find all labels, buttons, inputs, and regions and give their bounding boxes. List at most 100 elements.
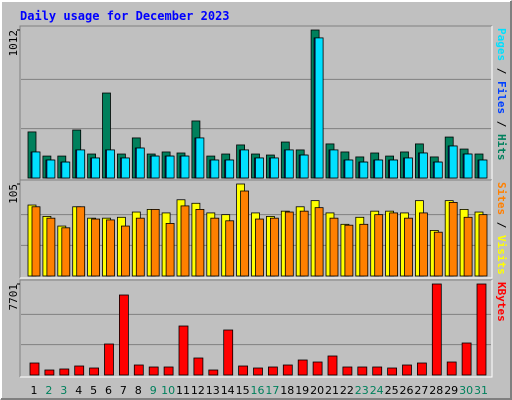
bar [404,217,413,277]
legend: Pages / Files / Hits [495,28,508,161]
x-tick-label: 27 [414,384,428,397]
x-tick-label: 26 [400,384,414,397]
bar [180,155,190,179]
x-tick-label: 13 [206,384,220,397]
x-tick-label: 19 [295,384,309,397]
bar [478,214,488,277]
bar [404,157,413,179]
bar [178,325,189,376]
legend: Sites / Visits [495,182,508,275]
bar [342,366,353,376]
x-tick-label: 16 [251,384,265,397]
bar [46,159,56,179]
bar [282,364,293,376]
bar [433,231,443,277]
bar [329,217,339,277]
bar [61,161,71,179]
x-tick-label: 20 [310,384,324,397]
bar [240,190,250,277]
bar [121,225,130,277]
bar [372,366,383,376]
bar [238,365,249,376]
bar [255,157,264,179]
x-tick-label: 23 [355,384,369,397]
bar [31,206,41,277]
bar [387,367,398,376]
bar [431,283,442,376]
x-tick-label: 22 [340,384,354,397]
bar [104,343,114,376]
bar [195,209,205,277]
bar [148,366,159,376]
bar [74,365,85,376]
bar [359,223,369,277]
bar [61,227,71,277]
legend-entry: Pages [495,28,508,61]
x-tick-label: 14 [221,384,235,397]
x-tick-label: 31 [474,384,488,397]
bar [225,220,235,277]
bar [327,355,338,376]
bar [193,357,204,376]
panel-edge-light [20,280,493,378]
bar [76,149,86,179]
bar [210,159,220,179]
bar [314,37,324,179]
bar [240,149,250,179]
panel-edge-dark [19,279,492,377]
bar [267,366,278,376]
bar [31,151,41,179]
bar [418,152,428,179]
bar [135,147,145,179]
legend-entry: Files [495,81,508,114]
x-tick-label: 1 [31,384,38,397]
bar [269,217,279,277]
bar [46,217,56,277]
x-tick-label: 25 [385,384,399,397]
legend-entry: Hits [495,134,508,161]
x-tick-label: 6 [105,384,112,397]
legend-separator: / [495,114,508,134]
bar [119,294,129,376]
bar [180,205,190,277]
x-tick-label: 11 [176,384,190,397]
x-tick-label: 10 [161,384,175,397]
chart-title: Daily usage for December 2023 [20,9,230,23]
bar [433,161,443,179]
bar [255,218,264,277]
bar [269,157,279,179]
bar [478,159,488,179]
bar [253,367,263,376]
legend: KBytes [495,282,508,322]
x-tick-label: 7 [120,384,127,397]
bar [448,201,458,277]
bar [461,342,472,376]
bar [374,159,384,179]
panel-edge-light [20,180,493,279]
y-tick-label: 7701 [7,284,20,311]
x-tick-label: 15 [236,384,250,397]
bar [329,149,339,179]
bar [357,366,368,376]
bar [299,210,309,277]
x-tick-label: 24 [370,384,384,397]
bar [195,137,205,179]
bar [210,217,220,277]
bar [59,368,70,376]
x-tick-label: 29 [444,384,458,397]
bar [223,329,234,376]
bar [389,159,399,179]
bar [299,154,309,179]
bar [150,209,160,277]
legend-separator: / [495,61,508,81]
x-tick-label: 9 [150,384,157,397]
panel [20,280,492,377]
bar [418,212,428,277]
bar [448,145,458,179]
bar [389,212,399,277]
x-tick-label: 5 [90,384,97,397]
legend-entry: Sites [495,182,508,215]
x-tick-label: 30 [459,384,473,397]
